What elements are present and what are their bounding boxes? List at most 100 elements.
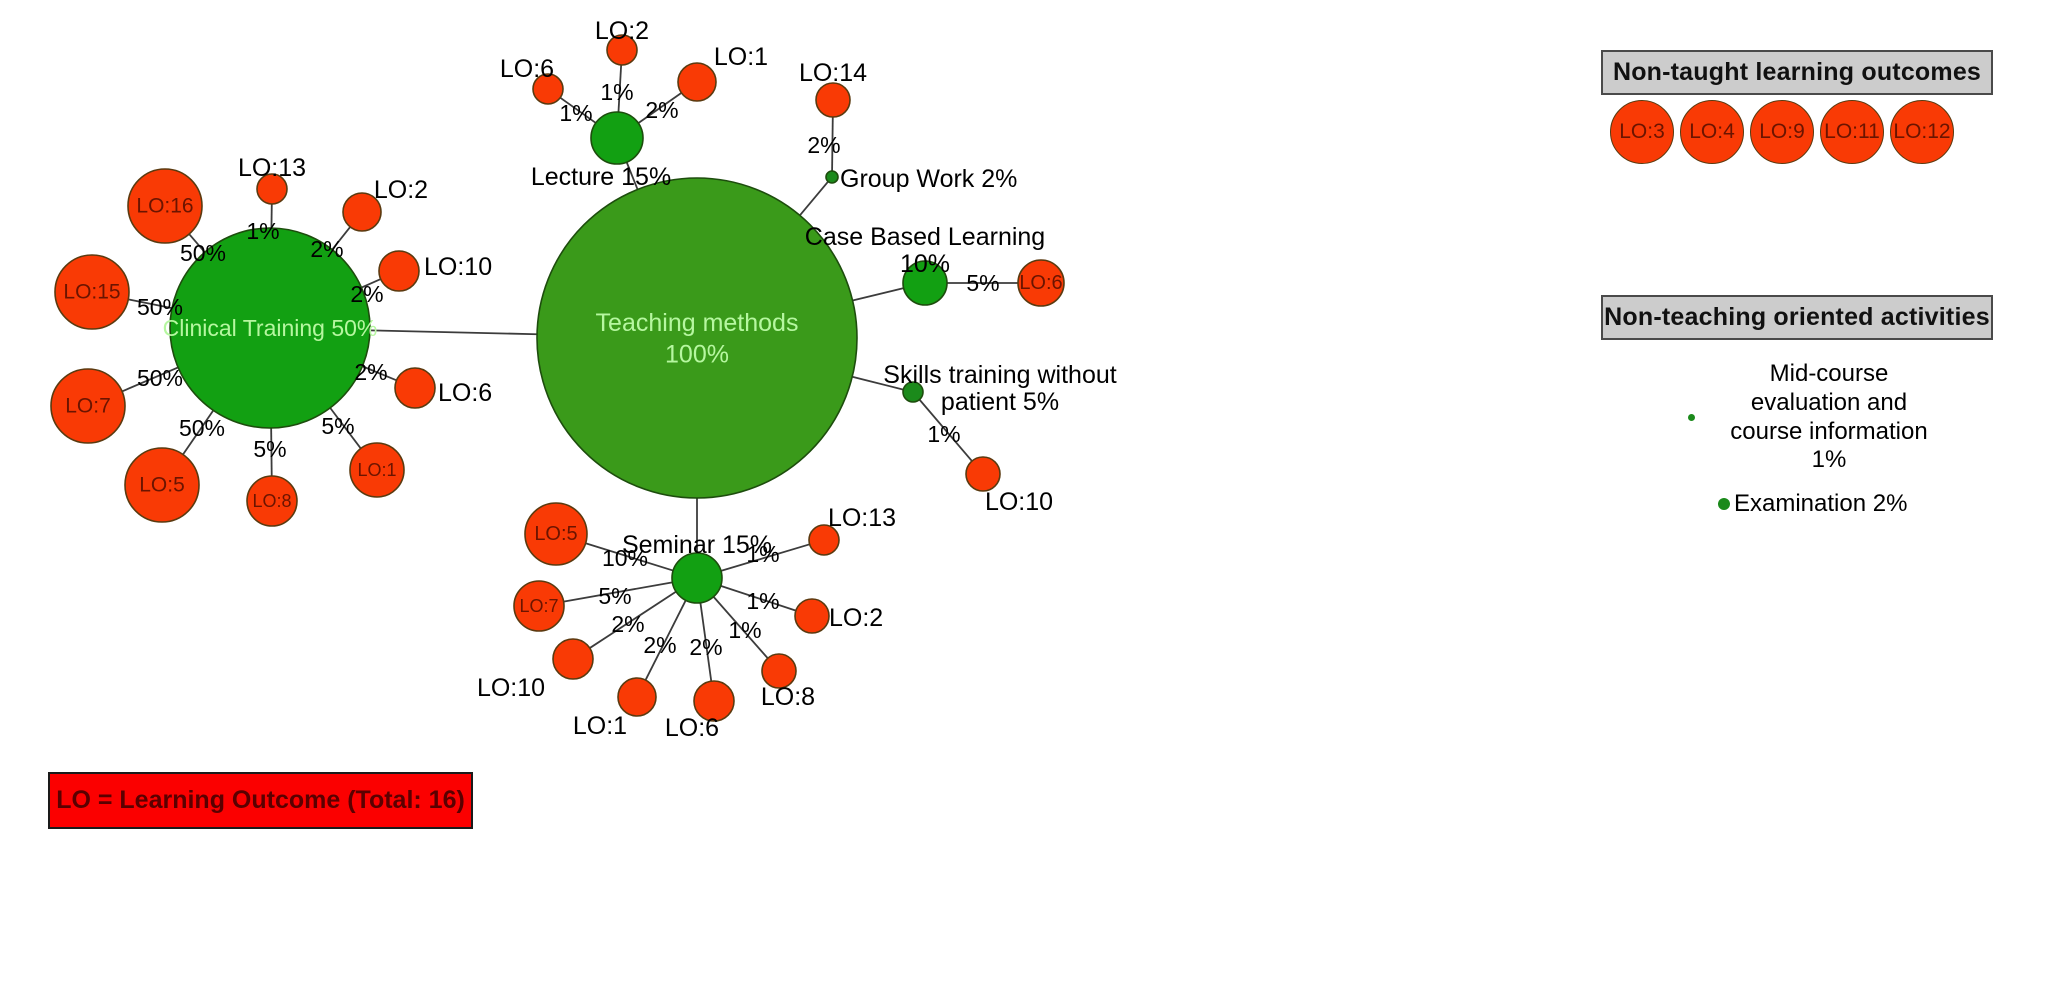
node-lec-lo6[interactable] — [532, 73, 564, 105]
node-group-work[interactable] — [825, 170, 839, 184]
edges-layer — [121, 64, 1018, 682]
node-label-teaching-methods: Teaching methods — [596, 309, 799, 337]
node-label-cbl-lo6: LO:6 — [1019, 272, 1062, 294]
edge-seminar-to-sem-lo13 — [720, 543, 810, 572]
edge-clinical-training-to-ct-lo15 — [128, 298, 173, 310]
edge-clinical-training-to-ct-lo10 — [361, 278, 382, 289]
node-label-sem-lo10: LO:10 — [477, 674, 545, 702]
edge-label-st-lo10: 1% — [927, 421, 960, 447]
activity-line-2: evaluation and — [1750, 388, 1908, 416]
legend-lo-chip[interactable]: LO:12 — [1890, 100, 1954, 164]
node-label-sem-lo7: LO:7 — [519, 596, 558, 616]
node-label-ct-lo5: LO:5 — [139, 474, 185, 497]
edge-label-cbl-lo6: 5% — [966, 270, 999, 296]
legend-non-taught-items: LO:3 LO:4 LO:9 LO:11 LO:12 — [1610, 100, 1954, 164]
node-label-sem-lo1: LO:1 — [573, 712, 627, 740]
node-label-ct-lo7: LO:7 — [65, 395, 111, 418]
legend-lo-chip[interactable]: LO:4 — [1680, 100, 1744, 164]
edge-labels-layer: 50%50%50%50%5%5%1%2%2%2%1%1%2%2%5%1%10%5… — [137, 79, 1000, 660]
node-ct-lo5[interactable] — [124, 447, 200, 523]
edge-label-ct-lo10: 2% — [350, 281, 383, 307]
edge-seminar-to-sem-lo10 — [589, 590, 677, 649]
node-sem-lo8[interactable] — [761, 653, 797, 689]
node-label-st-lo10: LO:10 — [985, 488, 1053, 516]
legend-lo-chip[interactable]: LO:3 — [1610, 100, 1674, 164]
node-ct-lo6[interactable] — [394, 367, 436, 409]
edge-label-lec-lo6: 1% — [559, 100, 592, 126]
node-ct-lo2[interactable] — [342, 192, 382, 232]
edge-clinical-training-to-ct-lo2 — [331, 226, 351, 251]
node-label-lec-lo2: LO:2 — [595, 17, 649, 45]
edge-seminar-to-sem-lo1 — [644, 599, 687, 681]
edge-clinical-training-to-ct-lo5 — [182, 409, 215, 456]
node-ct-lo8[interactable] — [246, 475, 298, 527]
edge-label-ct-lo15: 50% — [137, 294, 183, 320]
node-sem-lo1[interactable] — [617, 677, 657, 717]
legend-lo-chip[interactable]: LO:11 — [1820, 100, 1884, 164]
edge-label-ct-lo16: 50% — [180, 240, 226, 266]
edge-label-sem-lo8: 1% — [728, 617, 761, 643]
node-ct-lo13[interactable] — [256, 173, 288, 205]
legend-lo-definition-text: LO = Learning Outcome (Total: 16) — [56, 786, 465, 814]
node-ct-lo15[interactable] — [54, 254, 130, 330]
node-sem-lo6[interactable] — [693, 680, 735, 722]
edge-label-sem-lo2: 1% — [746, 588, 779, 614]
edge-label-sem-lo6: 2% — [689, 634, 722, 660]
node-lec-lo2[interactable] — [606, 34, 638, 66]
node-ct-lo1[interactable] — [349, 442, 405, 498]
node-label-ct-lo1: LO:1 — [357, 460, 396, 480]
node-label-ct-lo10: LO:10 — [424, 253, 492, 281]
edge-label-sem-lo13: 1% — [746, 541, 779, 567]
edge-seminar-to-sem-lo7 — [563, 581, 673, 603]
node-sem-lo5[interactable] — [524, 502, 588, 566]
edge-lecture-to-lec-lo6 — [559, 96, 597, 124]
edge-label-ct-lo5: 50% — [179, 415, 225, 441]
node-teaching-methods[interactable] — [536, 177, 858, 499]
node-cbl-lo6[interactable] — [1017, 259, 1065, 307]
node-ct-lo16[interactable] — [127, 168, 203, 244]
legend-lo-chip[interactable]: LO:9 — [1750, 100, 1814, 164]
node-gw-lo14[interactable] — [815, 82, 851, 118]
activity-mid-course-evaluation: Mid-course evaluation and course informa… — [1688, 360, 1988, 475]
node-case-based-learning[interactable] — [902, 260, 948, 306]
node-sem-lo10[interactable] — [552, 638, 594, 680]
node-label-sem-lo6: LO:6 — [665, 714, 719, 742]
legend-non-taught-header: Non-taught learning outcomes — [1601, 50, 1993, 95]
node-label-lecture: Lecture 15% — [531, 163, 671, 191]
activity-line-4: 1% — [1811, 446, 1847, 474]
edge-lecture-to-lec-lo1 — [637, 92, 682, 124]
node-label-ct-lo8: LO:8 — [252, 491, 291, 511]
edge-label-ct-lo1: 5% — [321, 413, 354, 439]
node-ct-lo7[interactable] — [50, 368, 126, 444]
node-label-sem-lo8: LO:8 — [761, 683, 815, 711]
edge-label-sem-lo7: 5% — [598, 583, 631, 609]
node-seminar[interactable] — [671, 552, 723, 604]
edge-label-ct-lo2: 2% — [310, 236, 343, 262]
node-label-lec-lo1: LO:1 — [714, 43, 768, 71]
node-sem-lo7[interactable] — [513, 580, 565, 632]
node-value-case-based-learning: 10% — [900, 250, 950, 278]
legend-non-teaching-header: Non-teaching oriented activities — [1601, 295, 1993, 340]
edge-label-ct-lo8: 5% — [253, 436, 286, 462]
node-label-sem-lo13: LO:13 — [828, 504, 896, 532]
edge-label-sem-lo10: 2% — [611, 611, 644, 637]
node-clinical-training[interactable] — [169, 227, 371, 429]
legend-non-teaching-title: Non-teaching oriented activities — [1604, 303, 1990, 331]
labels-layer: Teaching methods 100% Clinical Training 50… — [63, 17, 1116, 742]
node-st-lo10[interactable] — [965, 456, 1001, 492]
edge-group-work-to-gw-lo14 — [831, 116, 834, 172]
node-sem-lo13[interactable] — [808, 524, 840, 556]
edge-teaching-methods-to-skills-training — [852, 375, 904, 391]
node-sem-lo2[interactable] — [794, 598, 830, 634]
node-label-sem-lo2: LO:2 — [829, 604, 883, 632]
node-label-ct-lo13: LO:13 — [238, 154, 306, 182]
edge-seminar-to-sem-lo6 — [699, 602, 713, 682]
activity-line-3: course information — [1730, 417, 1928, 445]
node-lec-lo1[interactable] — [677, 62, 717, 102]
edge-clinical-training-to-ct-lo16 — [188, 233, 206, 253]
nodes-layer — [50, 34, 1065, 722]
node-label-clinical-training: Clinical Training 50% — [163, 315, 378, 341]
node-ct-lo10[interactable] — [378, 250, 420, 292]
node-skills-training[interactable] — [902, 381, 924, 403]
node-lecture[interactable] — [590, 111, 644, 165]
